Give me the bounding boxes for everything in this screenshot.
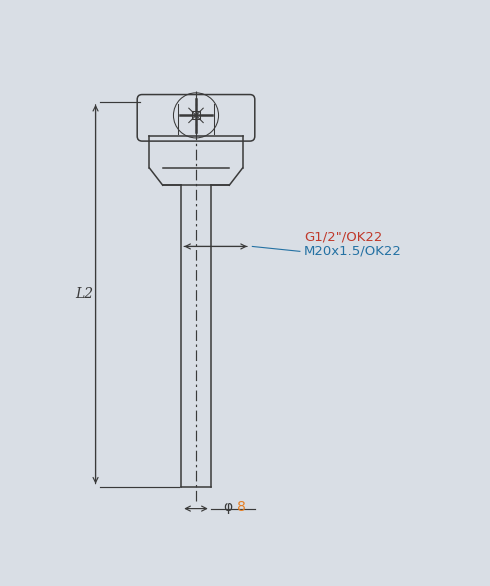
Text: 8: 8 [237,500,245,514]
Text: φ: φ [223,500,232,514]
Text: L2: L2 [76,287,94,301]
Text: M20x1.5/OK22: M20x1.5/OK22 [304,245,402,258]
Text: G1/2"/OK22: G1/2"/OK22 [304,230,382,243]
